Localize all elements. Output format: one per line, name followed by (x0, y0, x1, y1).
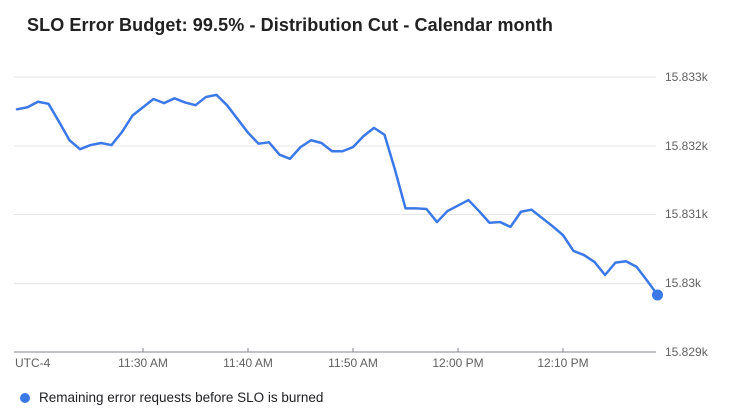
y-tick-label: 15.829k (665, 345, 708, 359)
y-tick-label: 15.833k (665, 70, 708, 84)
legend-marker-icon (20, 392, 30, 403)
x-tick-label: 12:00 PM (432, 356, 484, 370)
x-tick-label: 12:10 PM (537, 356, 589, 370)
y-tick-label: 15.831k (665, 207, 708, 221)
legend: Remaining error requests before SLO is b… (20, 390, 323, 405)
timezone-label: UTC-4 (15, 356, 51, 370)
chart-title: SLO Error Budget: 99.5% - Distribution C… (27, 15, 553, 35)
x-tick-label: 11:40 AM (223, 356, 273, 370)
y-tick-label: 15.832k (665, 139, 708, 153)
x-tick-label: 11:30 AM (118, 356, 168, 370)
x-tick-label: 11:50 AM (328, 356, 378, 370)
y-tick-label: 15.83k (665, 276, 702, 290)
legend-label: Remaining error requests before SLO is b… (39, 390, 324, 405)
